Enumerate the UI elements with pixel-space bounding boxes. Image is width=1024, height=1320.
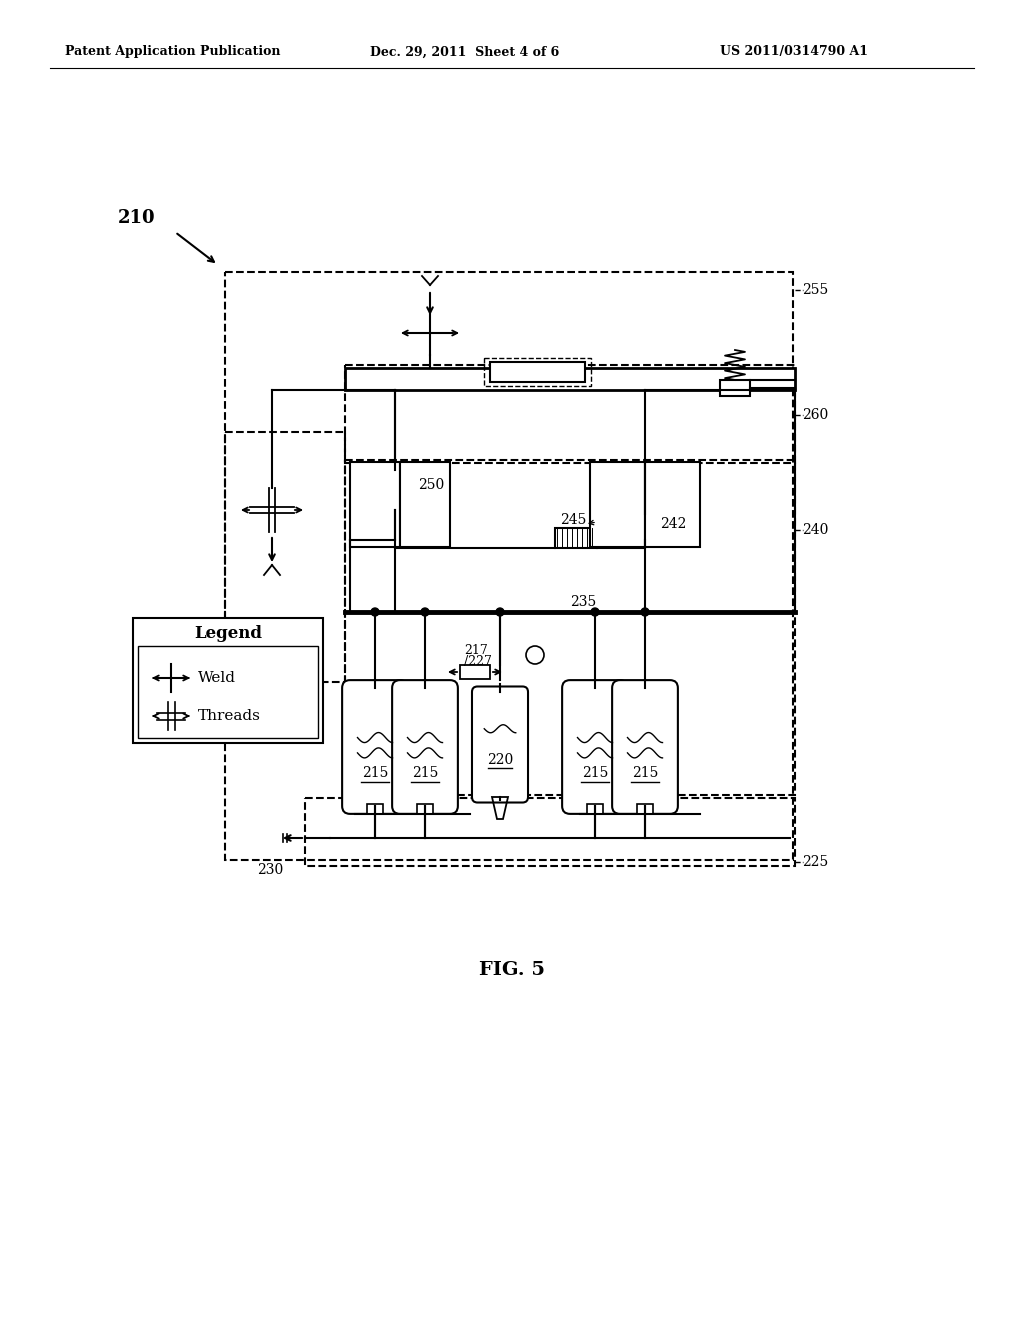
FancyBboxPatch shape <box>472 686 528 803</box>
Bar <box>590 462 645 546</box>
Text: 215: 215 <box>361 766 388 780</box>
Bar <box>350 462 400 546</box>
Bar <box>138 645 318 738</box>
Bar <box>555 528 597 548</box>
Text: Dec. 29, 2011  Sheet 4 of 6: Dec. 29, 2011 Sheet 4 of 6 <box>370 45 559 58</box>
Bar <box>367 804 383 814</box>
Text: 260: 260 <box>802 408 828 422</box>
Text: 235: 235 <box>570 595 596 609</box>
Bar <box>133 618 323 743</box>
Text: 220: 220 <box>486 754 513 767</box>
Circle shape <box>591 609 599 616</box>
Text: 240: 240 <box>802 523 828 537</box>
Circle shape <box>526 645 544 664</box>
Bar <box>345 366 795 463</box>
Bar <box>637 804 653 814</box>
Bar <box>225 272 793 861</box>
Bar <box>225 432 345 682</box>
Text: 250: 250 <box>418 478 444 492</box>
Text: Weld: Weld <box>198 671 236 685</box>
Text: FIG. 5: FIG. 5 <box>479 961 545 979</box>
Circle shape <box>496 609 504 616</box>
Text: Patent Application Publication: Patent Application Publication <box>65 45 281 58</box>
Text: 217: 217 <box>464 644 487 656</box>
Bar <box>484 358 591 385</box>
FancyBboxPatch shape <box>612 680 678 814</box>
Text: Threads: Threads <box>198 709 261 723</box>
Text: 210: 210 <box>118 209 155 227</box>
Text: US 2011/0314790 A1: US 2011/0314790 A1 <box>720 45 868 58</box>
Text: 215: 215 <box>582 766 608 780</box>
Bar <box>345 368 795 389</box>
Text: 225: 225 <box>802 855 828 869</box>
Bar <box>645 462 700 546</box>
Circle shape <box>632 513 658 540</box>
Bar <box>460 665 490 678</box>
Bar <box>305 799 795 866</box>
Bar <box>587 804 603 814</box>
Text: Legend: Legend <box>194 624 262 642</box>
Circle shape <box>641 609 649 616</box>
Circle shape <box>375 470 415 510</box>
FancyBboxPatch shape <box>342 680 408 814</box>
FancyBboxPatch shape <box>392 680 458 814</box>
Bar <box>417 804 433 814</box>
Bar <box>490 362 585 381</box>
Text: 215: 215 <box>632 766 658 780</box>
Circle shape <box>421 609 429 616</box>
FancyBboxPatch shape <box>562 680 628 814</box>
Text: 242: 242 <box>660 517 686 531</box>
Text: 230: 230 <box>257 863 283 876</box>
Circle shape <box>371 609 379 616</box>
Text: 245: 245 <box>560 513 587 527</box>
Bar <box>720 380 750 396</box>
Text: /227: /227 <box>464 656 492 668</box>
Text: 215: 215 <box>412 766 438 780</box>
Text: 255: 255 <box>802 282 828 297</box>
Bar <box>400 462 450 546</box>
Bar <box>345 459 795 795</box>
